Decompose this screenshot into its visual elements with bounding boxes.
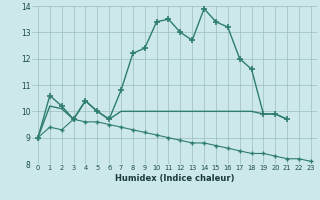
X-axis label: Humidex (Indice chaleur): Humidex (Indice chaleur) xyxy=(115,174,234,183)
